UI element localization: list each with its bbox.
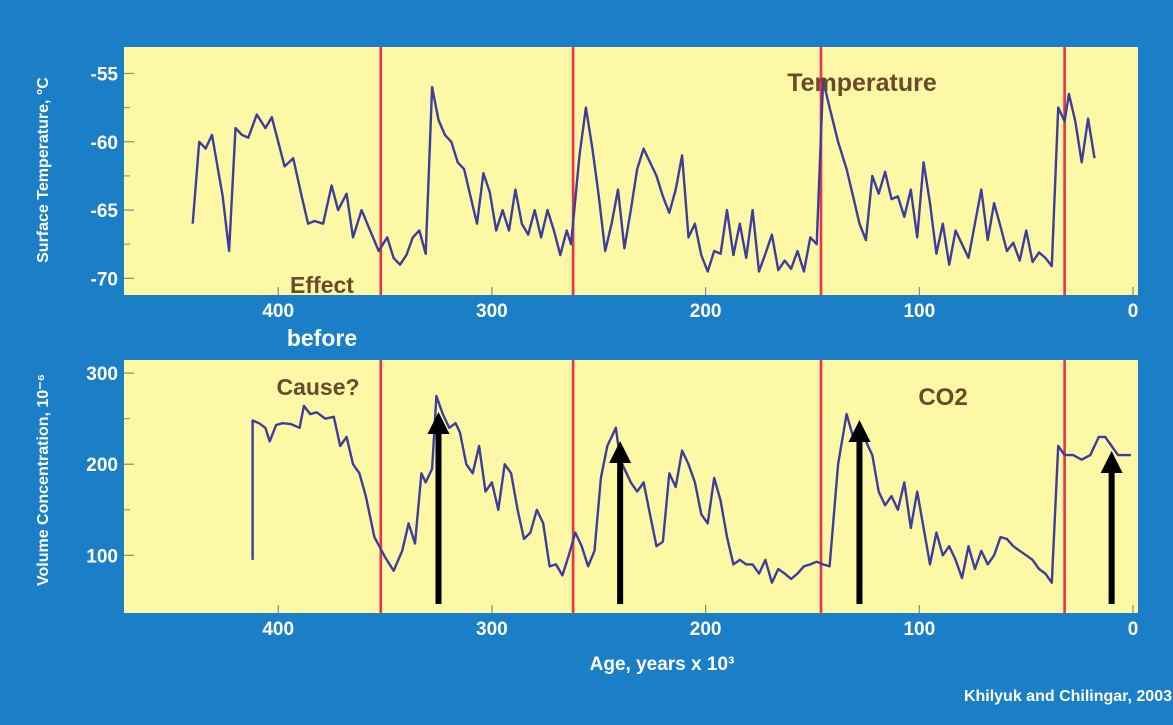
y-tick-label: 100: [86, 546, 118, 567]
x-tick-label: 0: [1128, 301, 1139, 322]
x-tick-label: 300: [476, 301, 508, 322]
before-annotation: before: [287, 325, 357, 351]
co2-annotation: CO2: [918, 384, 967, 411]
rise-arrow-head: [848, 420, 871, 442]
y-tick-label: 200: [86, 455, 118, 476]
cause-annotation: Cause?: [276, 374, 359, 400]
x-tick-label: 300: [476, 619, 508, 640]
x-tick-label: 100: [903, 619, 935, 640]
rise-arrow-head: [427, 412, 450, 434]
y-tick-label: -65: [91, 201, 119, 222]
x-tick-label: 400: [262, 619, 294, 640]
y-tick-label: -60: [91, 133, 118, 154]
y-tick-label: -70: [91, 269, 118, 290]
rise-arrow-head: [1100, 451, 1123, 473]
temperature-annotation: Temperature: [787, 69, 937, 97]
co2-panel: 300 200 100 400 300 200 100 0 CO2 Volume Concen…: [35, 360, 1138, 640]
co2-series-line: [251, 394, 1131, 584]
x-tick-label: 0: [1128, 619, 1139, 640]
co2-y-axis-label: Volume Concentration, 10⁻⁶: [35, 374, 52, 586]
temperature-panel: -55 -60 -65 -70 400 300 200 100 0 Temperature Su…: [35, 47, 1138, 322]
temperature-plot-area: [124, 47, 1138, 295]
x-axis-label: Age, years x 10³: [590, 654, 735, 675]
x-tick-label: 100: [903, 301, 935, 322]
co2-plot-area: [124, 360, 1138, 613]
x-tick-label: 200: [690, 301, 722, 322]
x-tick-label: 200: [690, 619, 722, 640]
y-tick-label: 300: [86, 364, 118, 385]
source-credit: Khilyuk and Chilingar, 2003: [964, 688, 1172, 705]
y-tick-label: -55: [91, 64, 119, 85]
temperature-y-axis-label: Surface Temperature, °C: [35, 77, 52, 263]
effect-annotation: Effect: [290, 272, 354, 298]
temperature-series-line: [191, 79, 1096, 273]
rise-arrow-head: [609, 441, 632, 463]
x-tick-label: 400: [262, 301, 294, 322]
